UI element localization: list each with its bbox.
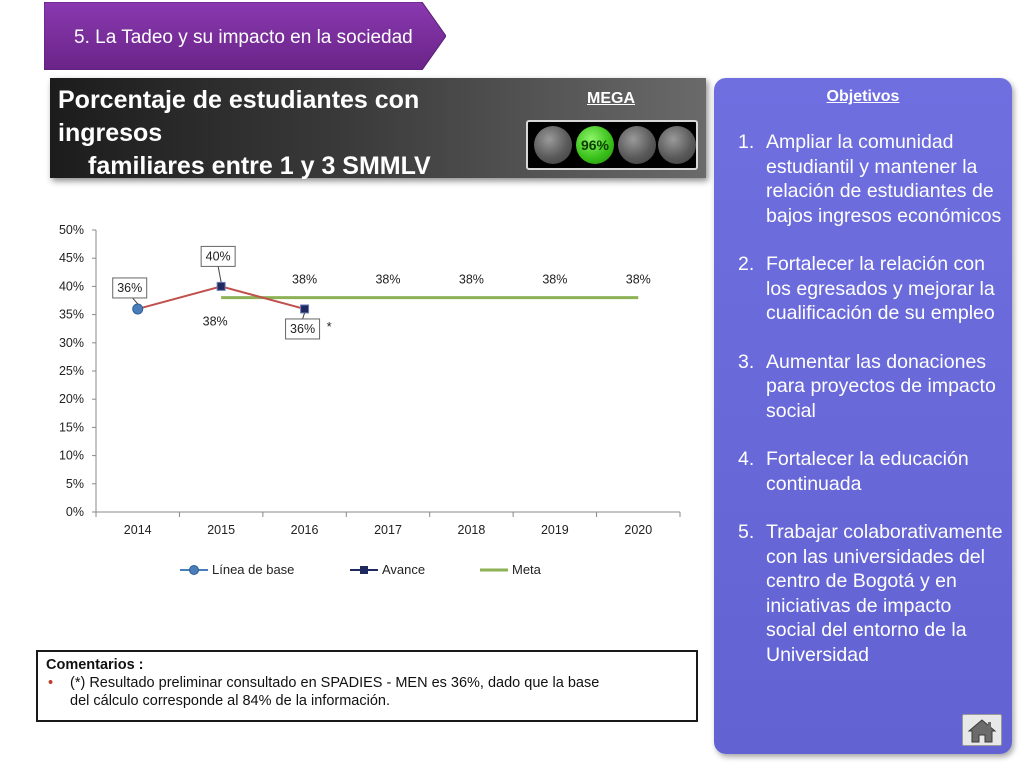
chart-svg: 0% 5% 10% 15% 20% 25% 30% 35% 40% 45% 50% 2014 2015 2…: [59, 223, 681, 577]
data-label-meta: 38%: [459, 273, 484, 287]
y-tick-label: 35%: [59, 308, 84, 322]
bullet-icon: •: [48, 675, 54, 691]
comments-line-1: (*) Resultado preliminar consultado en S…: [70, 675, 600, 691]
line-chart: 0% 5% 10% 15% 20% 25% 30% 35% 40% 45% 50% 2014 2015 2…: [40, 210, 700, 590]
x-tick-label: 2020: [624, 523, 652, 537]
objectives-panel: Objetivos 1. Ampliar la comunidad estudia…: [714, 78, 1012, 754]
objective-number: 4.: [738, 448, 755, 470]
data-point-avance: [300, 304, 310, 314]
y-tick-label: 0%: [66, 505, 84, 519]
data-label-meta: 38%: [626, 273, 651, 287]
indicator-light-2: 96%: [576, 126, 614, 164]
callout-leader: [217, 266, 222, 283]
indicator-value: 96%: [580, 137, 610, 153]
objective-text: Ampliar la comunidad estudiantil y mante…: [766, 131, 1002, 227]
indicator-light-1: [534, 126, 572, 164]
objective-item: 5. Trabajar colaborativamente con las uni…: [738, 520, 1006, 667]
annotation-asterisk: *: [327, 319, 332, 334]
y-tick-label: 30%: [59, 336, 84, 350]
data-label-linea-base-box: [112, 277, 148, 299]
x-tick-label: 2016: [291, 523, 319, 537]
objective-number: 2.: [738, 253, 755, 275]
x-tick-label: 2014: [124, 523, 152, 537]
legend-label: Línea de base: [212, 562, 294, 577]
objective-item: 4. Fortalecer la educación continuada: [738, 447, 1006, 496]
y-tick-label: 20%: [59, 392, 84, 406]
mega-label: MEGA: [587, 90, 635, 107]
legend-marker: [189, 565, 199, 575]
indicator-title-line-1: Porcentaje de estudiantes con ingresos: [58, 86, 420, 147]
section-tab-shape: [44, 2, 446, 70]
section-title: 5. La Tadeo y su impacto en la sociedad: [74, 27, 413, 48]
data-label-meta: 38%: [542, 273, 567, 287]
indicator-title-line-2: familiares entre 1 y 3 SMMLV: [88, 152, 431, 180]
data-label-avance: 36%: [290, 322, 315, 336]
data-label-meta: 38%: [375, 273, 400, 287]
x-tick-label: 2015: [207, 523, 235, 537]
y-tick-label: 15%: [59, 420, 84, 434]
comments-title: Comentarios :: [46, 657, 144, 673]
y-tick-label: 5%: [66, 477, 84, 491]
objective-number: 1.: [738, 131, 755, 153]
legend-label: Meta: [512, 562, 542, 577]
data-label-avance-box: [285, 318, 321, 340]
x-tick-label: 2019: [541, 523, 569, 537]
objective-number: 3.: [738, 350, 755, 373]
y-tick-label: 40%: [59, 279, 84, 293]
home-button[interactable]: [962, 714, 1002, 746]
legend-label: Avance: [382, 562, 425, 577]
x-tick-label: 2018: [458, 523, 486, 537]
objective-number: 5.: [738, 521, 755, 543]
data-label-avance-box: [200, 245, 236, 267]
data-point-linea-base: [132, 303, 144, 315]
data-label-linea-base: 36%: [117, 281, 142, 295]
comments-box: Comentarios : • (*) Resultado preliminar…: [36, 650, 698, 722]
objective-text: Fortalecer la relación con los egresados…: [766, 253, 995, 324]
objective-text: Fortalecer la educación continuada: [766, 448, 969, 495]
indicator-header: Porcentaje de estudiantes con ingresos f…: [50, 78, 706, 180]
indicator-title: Porcentaje de estudiantes con ingresos f…: [58, 84, 528, 183]
home-icon: [967, 719, 997, 743]
objective-item: 3. Aumentar las donaciones para proyectos…: [738, 350, 1006, 424]
section-tab[interactable]: 5. La Tadeo y su impacto en la sociedad: [44, 2, 446, 70]
x-tick-label: 2017: [374, 523, 402, 537]
data-point-avance: [216, 281, 226, 291]
data-label-meta: 38%: [292, 273, 317, 287]
indicator-light-3: [618, 126, 656, 164]
comments-line-2: del cálculo corresponde al 84% de la inf…: [70, 693, 390, 709]
indicator-light-4: [658, 126, 696, 164]
y-tick-label: 10%: [59, 449, 84, 463]
y-tick-label: 45%: [59, 251, 84, 265]
y-tick-label: 50%: [59, 223, 84, 237]
traffic-light-indicator: 96%: [526, 120, 698, 170]
data-label-meta: 38%: [203, 315, 228, 329]
comments-item: • (*) Resultado preliminar consultado en…: [46, 674, 688, 710]
objectives-title: Objetivos: [826, 88, 900, 105]
y-tick-label: 25%: [59, 364, 84, 378]
legend-marker: [360, 566, 368, 574]
objectives-list: 1. Ampliar la comunidad estudiantil y man…: [738, 130, 1006, 691]
objective-text: Aumentar las donaciones para proyectos d…: [766, 350, 996, 422]
callout-leader: [302, 312, 306, 320]
data-label-avance: 40%: [206, 249, 231, 263]
objective-item: 1. Ampliar la comunidad estudiantil y man…: [738, 130, 1006, 228]
objective-text: Trabajar colaborativamente con las unive…: [766, 521, 1003, 666]
objective-item: 2. Fortalecer la relación con los egresad…: [738, 252, 1006, 326]
